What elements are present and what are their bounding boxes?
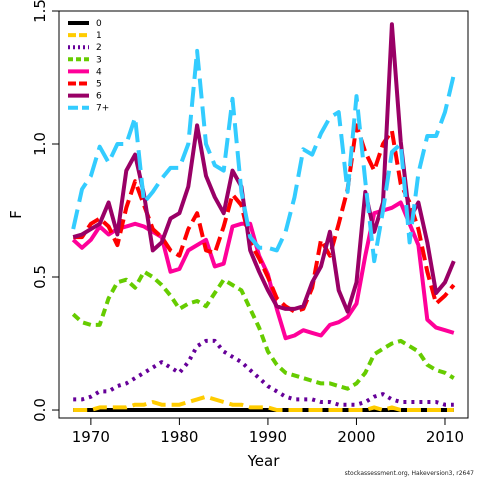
y-axis-title: F — [7, 210, 25, 219]
y-axis: 0.0 0.5 1.0 1.5 — [31, 0, 59, 422]
legend-label-7: 7+ — [96, 104, 109, 114]
footer-note: stockassessment.org, Hakeversion3, r2647 — [344, 470, 474, 477]
legend-label-1: 1 — [96, 31, 102, 41]
legend-label-5: 5 — [96, 80, 102, 90]
legend-label-4: 4 — [96, 67, 102, 77]
y-tick-label: 0.0 — [31, 398, 49, 422]
x-axis-title: Year — [247, 452, 281, 470]
series-line-7 — [71, 48, 456, 264]
x-tick-label: 2000 — [337, 428, 375, 446]
x-axis: 1970 1980 1990 2000 2010 — [72, 418, 464, 446]
series-line-4 — [71, 200, 455, 341]
legend-label-6: 6 — [96, 92, 102, 102]
legend-label-0: 0 — [96, 19, 102, 29]
x-tick-label: 1990 — [249, 428, 287, 446]
series-lines — [71, 22, 456, 412]
x-tick-label: 1980 — [160, 428, 198, 446]
series-line-6 — [72, 22, 456, 314]
y-tick-label: 1.5 — [31, 0, 49, 23]
legend-label-2: 2 — [96, 43, 102, 53]
series-line-5 — [73, 123, 456, 314]
x-tick-label: 1970 — [72, 428, 110, 446]
y-tick-label: 1.0 — [31, 132, 49, 156]
x-tick-label: 2010 — [426, 428, 464, 446]
legend-label-3: 3 — [96, 55, 102, 65]
y-tick-label: 0.5 — [31, 265, 49, 289]
series-line-1 — [73, 394, 454, 412]
legend: 0 1 2 3 4 5 6 7+ — [68, 19, 109, 114]
series-line-2 — [73, 338, 454, 407]
plot-frame — [58, 10, 469, 419]
series-line-3 — [71, 269, 455, 391]
